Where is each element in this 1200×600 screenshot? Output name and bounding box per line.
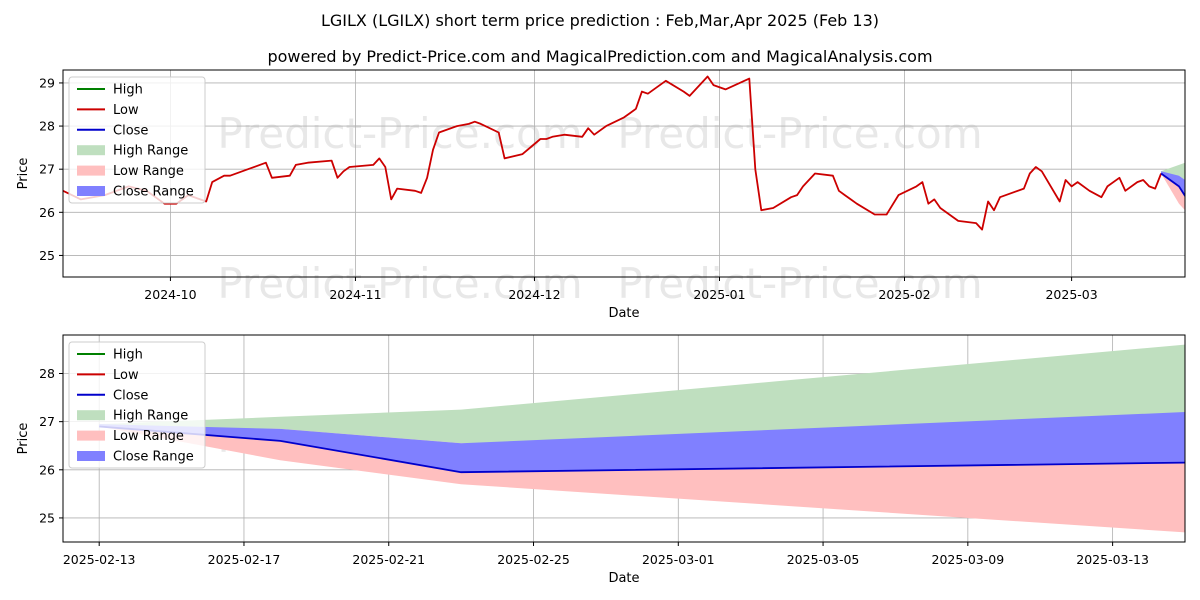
close-series-line	[1160, 172, 1185, 198]
legend-label-close: Close	[113, 123, 148, 138]
x-tick-label: 2025-02-17	[208, 552, 281, 567]
y-tick-label: 25	[39, 510, 55, 525]
watermark-text: Predict-Price.com	[217, 109, 582, 158]
high-range-band	[1161, 162, 1185, 181]
chart-subtitle: powered by Predict-Price.com and Magical…	[267, 47, 932, 66]
x-tick-label: 2025-02	[878, 287, 930, 302]
y-tick-label: 29	[39, 75, 55, 90]
y-axis-label: Price	[16, 423, 31, 455]
chart-title: LGILX (LGILX) short term price predictio…	[321, 11, 879, 30]
x-tick-label: 2025-01	[693, 287, 745, 302]
plot-area	[63, 75, 1185, 231]
y-tick-label: 28	[39, 119, 55, 134]
y-tick-label: 26	[39, 462, 55, 477]
x-tick-label: 2024-11	[329, 287, 381, 302]
legend-label-high-range: High Range	[113, 144, 188, 159]
x-tick-label: 2025-03-05	[787, 552, 860, 567]
low-series-line	[63, 75, 1162, 231]
bottom-chart-panel: Predict-Price.comPredict-Price.com2025-0…	[16, 334, 1186, 586]
x-tick-label: 2025-03-13	[1076, 552, 1149, 567]
watermark-text: Predict-Price.com	[617, 259, 982, 308]
watermark-text: Predict-Price.com	[217, 259, 582, 308]
legend-label-close-range: Close Range	[113, 450, 194, 465]
y-tick-label: 25	[39, 248, 55, 263]
x-tick-label: 2025-02-13	[63, 552, 136, 567]
y-tick-label: 27	[39, 162, 55, 177]
x-tick-label: 2025-02-21	[352, 552, 425, 567]
legend-label-high-range: High Range	[113, 409, 188, 424]
legend: High Low Close High Range Low Range Close Ran…	[68, 76, 206, 204]
legend-label-low: Low	[113, 103, 139, 118]
x-tick-label: 2025-03	[1045, 287, 1097, 302]
legend-label-low: Low	[113, 368, 139, 383]
legend-swatch-low-range	[77, 430, 105, 441]
legend-label-low-range: Low Range	[113, 429, 184, 444]
x-tick-label: 2024-10	[144, 287, 196, 302]
legend-label-high: High	[113, 83, 143, 98]
axes-frame	[62, 334, 1186, 543]
legend-swatch-high-range	[77, 410, 105, 421]
y-axis-label: Price	[16, 158, 31, 190]
watermark-text: Predict-Price.com	[617, 109, 982, 158]
x-axis-label: Date	[608, 306, 639, 321]
y-tick-label: 28	[39, 366, 55, 381]
legend-label-low-range: Low Range	[113, 164, 184, 179]
legend-label-close-range: Close Range	[113, 185, 194, 200]
legend-label-close: Close	[113, 388, 148, 403]
x-axis-label: Date	[608, 571, 639, 586]
legend-swatch-low-range	[77, 165, 105, 176]
legend: High Low Close High Range Low Range Close Ran…	[68, 341, 206, 469]
axes-frame	[62, 69, 1186, 278]
plot-area	[99, 344, 1185, 533]
legend-label-high: High	[113, 348, 143, 363]
x-tick-label: 2025-02-25	[497, 552, 570, 567]
y-tick-label: 26	[39, 205, 55, 220]
legend-swatch-close-range	[77, 186, 105, 196]
legend-swatch-high-range	[77, 145, 105, 156]
x-tick-label: 2024-12	[508, 287, 560, 302]
close-range-band	[99, 412, 1185, 473]
legend-swatch-close-range	[77, 451, 105, 461]
x-tick-label: 2025-03-01	[642, 552, 715, 567]
top-chart-panel: Predict-Price.com Predict-Price.com Predic…	[16, 69, 1186, 321]
x-tick-label: 2025-03-09	[932, 552, 1005, 567]
y-tick-label: 27	[39, 414, 55, 429]
